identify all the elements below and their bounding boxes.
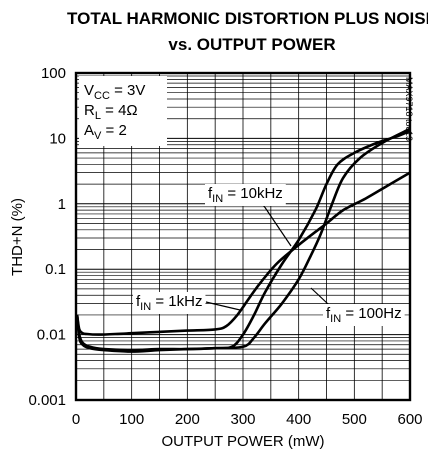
svg-text:fIN = 100Hz: fIN = 100Hz <box>326 305 402 325</box>
series-10khz-line <box>75 171 411 336</box>
series-100hz-line <box>75 127 411 353</box>
series-label: fIN = 10kHz <box>205 184 286 206</box>
series-label-leader <box>310 287 329 305</box>
svg-text:fIN = 10kHz: fIN = 10kHz <box>208 185 283 205</box>
svg-text:RL = 4Ω: RL = 4Ω <box>84 102 138 122</box>
svg-text:fIN = 1kHz: fIN = 1kHz <box>136 293 202 313</box>
conditions-box-bg <box>79 76 167 146</box>
svg-text:AV = 2: AV = 2 <box>84 122 127 142</box>
chart-title-line-1: TOTAL HARMONIC DISTORTION PLUS NOISE <box>67 9 428 28</box>
series-labels: fIN = 10kHz fIN = 1kHz fIN = 100Hz <box>133 184 405 326</box>
x-tick-label: 0 <box>72 411 80 428</box>
y-tick-label: 0.1 <box>45 261 66 278</box>
plot-frame <box>74 71 412 402</box>
x-tick-label: 200 <box>175 411 200 428</box>
x-tick-labels: 0 100 200 300 400 500 600 <box>72 411 423 428</box>
series-label: fIN = 100Hz <box>323 304 405 326</box>
series-label-leader <box>261 202 292 247</box>
y-tick-labels: 0.001 0.01 0.1 1 10 100 <box>28 65 66 409</box>
series-label-leader <box>205 301 241 311</box>
y-tick-label: 100 <box>41 65 66 82</box>
y-tick-label: 1 <box>58 196 66 213</box>
x-tick-label: 300 <box>230 411 255 428</box>
x-tick-label: 600 <box>397 411 422 428</box>
condition-line: RL = 4Ω <box>84 102 138 122</box>
y-tick-label: 10 <box>49 130 66 147</box>
chart-title-line-2: vs. OUTPUT POWER <box>168 35 335 54</box>
y-axis-title: THD+N (%) <box>9 198 26 276</box>
condition-line: VCC = 3V <box>84 82 145 102</box>
x-tick-label: 100 <box>119 411 144 428</box>
x-axis-title: OUTPUT POWER (mW) <box>161 433 324 450</box>
part-number-label: MAX9718 toc13 <box>404 77 414 141</box>
series-layer <box>75 127 411 353</box>
x-tick-label: 400 <box>286 411 311 428</box>
svg-text:VCC = 3V: VCC = 3V <box>84 82 145 102</box>
series-label: fIN = 1kHz <box>133 292 206 314</box>
y-tick-label: 0.01 <box>37 327 66 344</box>
y-tick-label: 0.001 <box>28 392 66 409</box>
condition-line: AV = 2 <box>84 122 127 142</box>
x-tick-label: 500 <box>342 411 367 428</box>
